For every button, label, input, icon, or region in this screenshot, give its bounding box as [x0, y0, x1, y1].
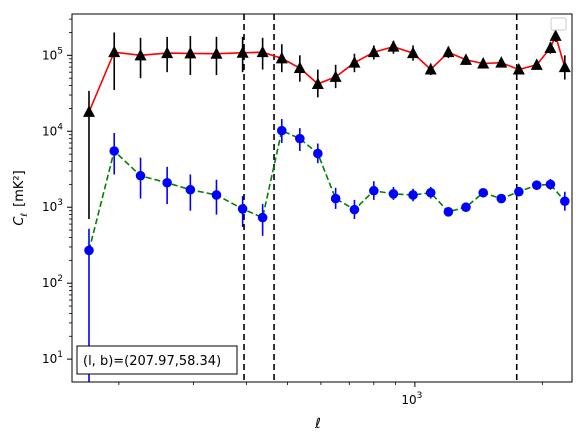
data-point-triangle [549, 29, 562, 41]
data-point-triangle [387, 40, 400, 52]
data-point-circle [237, 204, 248, 214]
data-point-triangle [311, 77, 324, 89]
y-axis-label-main: C [12, 216, 27, 226]
data-point-circle [461, 202, 471, 213]
data-point-circle [276, 125, 287, 136]
data-point-circle [349, 204, 360, 215]
annotation-box: (l, b)=(207.97,58.34) [76, 345, 238, 375]
data-point-circle [295, 133, 305, 144]
series-group [82, 29, 571, 219]
axis-ticks: 101 102 103 104 105 103 [42, 18, 543, 407]
data-point-triangle [459, 53, 472, 65]
data-point-circle [545, 179, 556, 190]
data-point-triangle [329, 70, 342, 82]
data-point-triangle [134, 48, 147, 61]
data-point-triangle [367, 45, 380, 58]
data-point-circle [330, 193, 341, 204]
data-point-triangle [558, 60, 571, 73]
data-point-triangle [82, 105, 95, 117]
annotation-text: (l, b)=(207.97,58.34) [83, 354, 221, 369]
data-point-circle [109, 146, 120, 156]
data-point-circle [531, 180, 542, 191]
data-point-triangle [512, 63, 525, 75]
y-tick-label: 104 [42, 122, 63, 138]
y-tick-label: 105 [42, 46, 63, 62]
data-point-circle [185, 184, 196, 195]
data-point-triangle [442, 45, 455, 58]
data-point-circle [369, 185, 379, 196]
annotation-frame [76, 345, 238, 375]
x-axis-label: ℓ [314, 416, 321, 432]
data-point-circle [514, 186, 524, 197]
x-tick-label: 103 [401, 391, 422, 407]
data-point-triangle [275, 51, 288, 64]
data-point-triangle [210, 47, 223, 59]
plot-frame [71, 13, 573, 383]
data-point-circle [135, 170, 146, 181]
data-point-circle [560, 196, 570, 207]
data-point-triangle [293, 61, 306, 74]
series-line [88, 33, 566, 113]
y-axis-label-unit: [mK²] [12, 170, 27, 207]
data-point-circle [257, 212, 268, 223]
data-point-circle [162, 177, 172, 188]
legend [550, 17, 567, 31]
y-axis-label: Cℓ [mK²] [12, 170, 30, 225]
data-point-triangle [184, 46, 197, 59]
data-point-circle [313, 148, 323, 159]
data-point-triangle [424, 63, 437, 75]
y-tick-label: 102 [42, 274, 63, 290]
data-point-triangle [236, 46, 249, 58]
svg-text:Cℓ[mK²]: Cℓ [mK²] [12, 170, 30, 225]
data-point-circle [443, 207, 454, 217]
data-point-triangle [407, 46, 420, 59]
data-point-circle [84, 245, 94, 256]
data-point-triangle [256, 45, 269, 58]
series-layer [82, 29, 571, 382]
data-point-circle [388, 189, 399, 199]
data-point-circle [211, 190, 222, 200]
vertical-lines [243, 14, 518, 382]
y-tick-label: 101 [42, 350, 63, 366]
data-point-triangle [530, 58, 543, 70]
data-point-triangle [544, 41, 557, 53]
data-point-triangle [161, 46, 174, 59]
data-point-triangle [495, 56, 508, 68]
legend-box [550, 17, 567, 31]
data-point-circle [408, 190, 418, 200]
data-point-triangle [348, 56, 361, 68]
data-point-triangle [108, 45, 121, 58]
data-point-circle [425, 187, 436, 198]
y-tick-label: 103 [42, 198, 63, 214]
data-point-circle [496, 193, 507, 204]
data-point-circle [478, 187, 488, 198]
data-point-triangle [477, 57, 490, 69]
y-axis-label-sub: ℓ [20, 213, 30, 218]
